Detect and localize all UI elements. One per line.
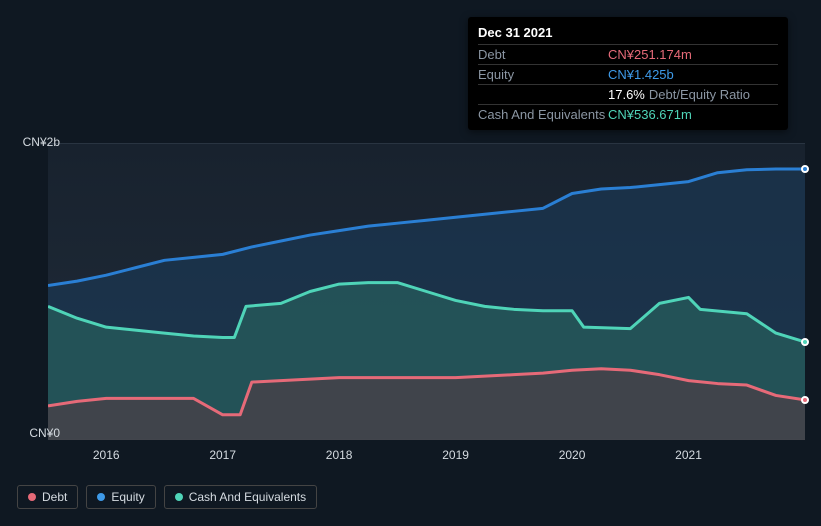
tooltip-row-label <box>478 87 608 102</box>
tooltip-row: DebtCN¥251.174m <box>478 44 778 64</box>
x-axis-label: 2016 <box>93 448 120 462</box>
chart-plot-area[interactable] <box>48 143 805 440</box>
chart-svg <box>48 143 805 440</box>
x-axis-label: 2019 <box>442 448 469 462</box>
series-marker-debt <box>801 396 809 404</box>
x-axis-label: 2017 <box>209 448 236 462</box>
legend-dot-icon <box>28 493 36 501</box>
legend-item-debt[interactable]: Debt <box>17 485 78 509</box>
tooltip-rows: DebtCN¥251.174mEquityCN¥1.425b17.6%Debt/… <box>478 44 778 124</box>
series-marker-equity <box>801 165 809 173</box>
tooltip-row-value: CN¥536.671m <box>608 107 692 122</box>
y-axis-label: CN¥0 <box>0 426 60 440</box>
legend-item-cash-and-equivalents[interactable]: Cash And Equivalents <box>164 485 317 509</box>
tooltip-row-label: Debt <box>478 47 608 62</box>
tooltip-row-value: CN¥251.174m <box>608 47 692 62</box>
chart-legend: Debt Equity Cash And Equivalents <box>17 485 317 509</box>
tooltip-row: EquityCN¥1.425b <box>478 64 778 84</box>
legend-item-label: Equity <box>111 490 144 504</box>
x-axis-label: 2020 <box>559 448 586 462</box>
series-marker-cash <box>801 338 809 346</box>
legend-dot-icon <box>175 493 183 501</box>
legend-item-label: Debt <box>42 490 67 504</box>
legend-item-equity[interactable]: Equity <box>86 485 155 509</box>
legend-item-label: Cash And Equivalents <box>189 490 306 504</box>
x-axis: 2016 2017 2018 2019 2020 2021 <box>0 448 821 468</box>
tooltip-row: Cash And EquivalentsCN¥536.671m <box>478 104 778 124</box>
y-axis-label: CN¥2b <box>0 135 60 149</box>
x-axis-label: 2021 <box>675 448 702 462</box>
tooltip-title: Dec 31 2021 <box>478 23 778 44</box>
x-axis-label: 2018 <box>326 448 353 462</box>
tooltip-row-sub: Debt/Equity Ratio <box>649 87 750 102</box>
tooltip-row-value: 17.6% <box>608 87 645 102</box>
tooltip-row-label: Cash And Equivalents <box>478 107 608 122</box>
tooltip-row: 17.6% Debt/Equity Ratio <box>478 84 778 104</box>
tooltip-row-label: Equity <box>478 67 608 82</box>
legend-dot-icon <box>97 493 105 501</box>
chart-tooltip: Dec 31 2021 DebtCN¥251.174mEquityCN¥1.42… <box>468 17 788 130</box>
tooltip-row-value: CN¥1.425b <box>608 67 674 82</box>
